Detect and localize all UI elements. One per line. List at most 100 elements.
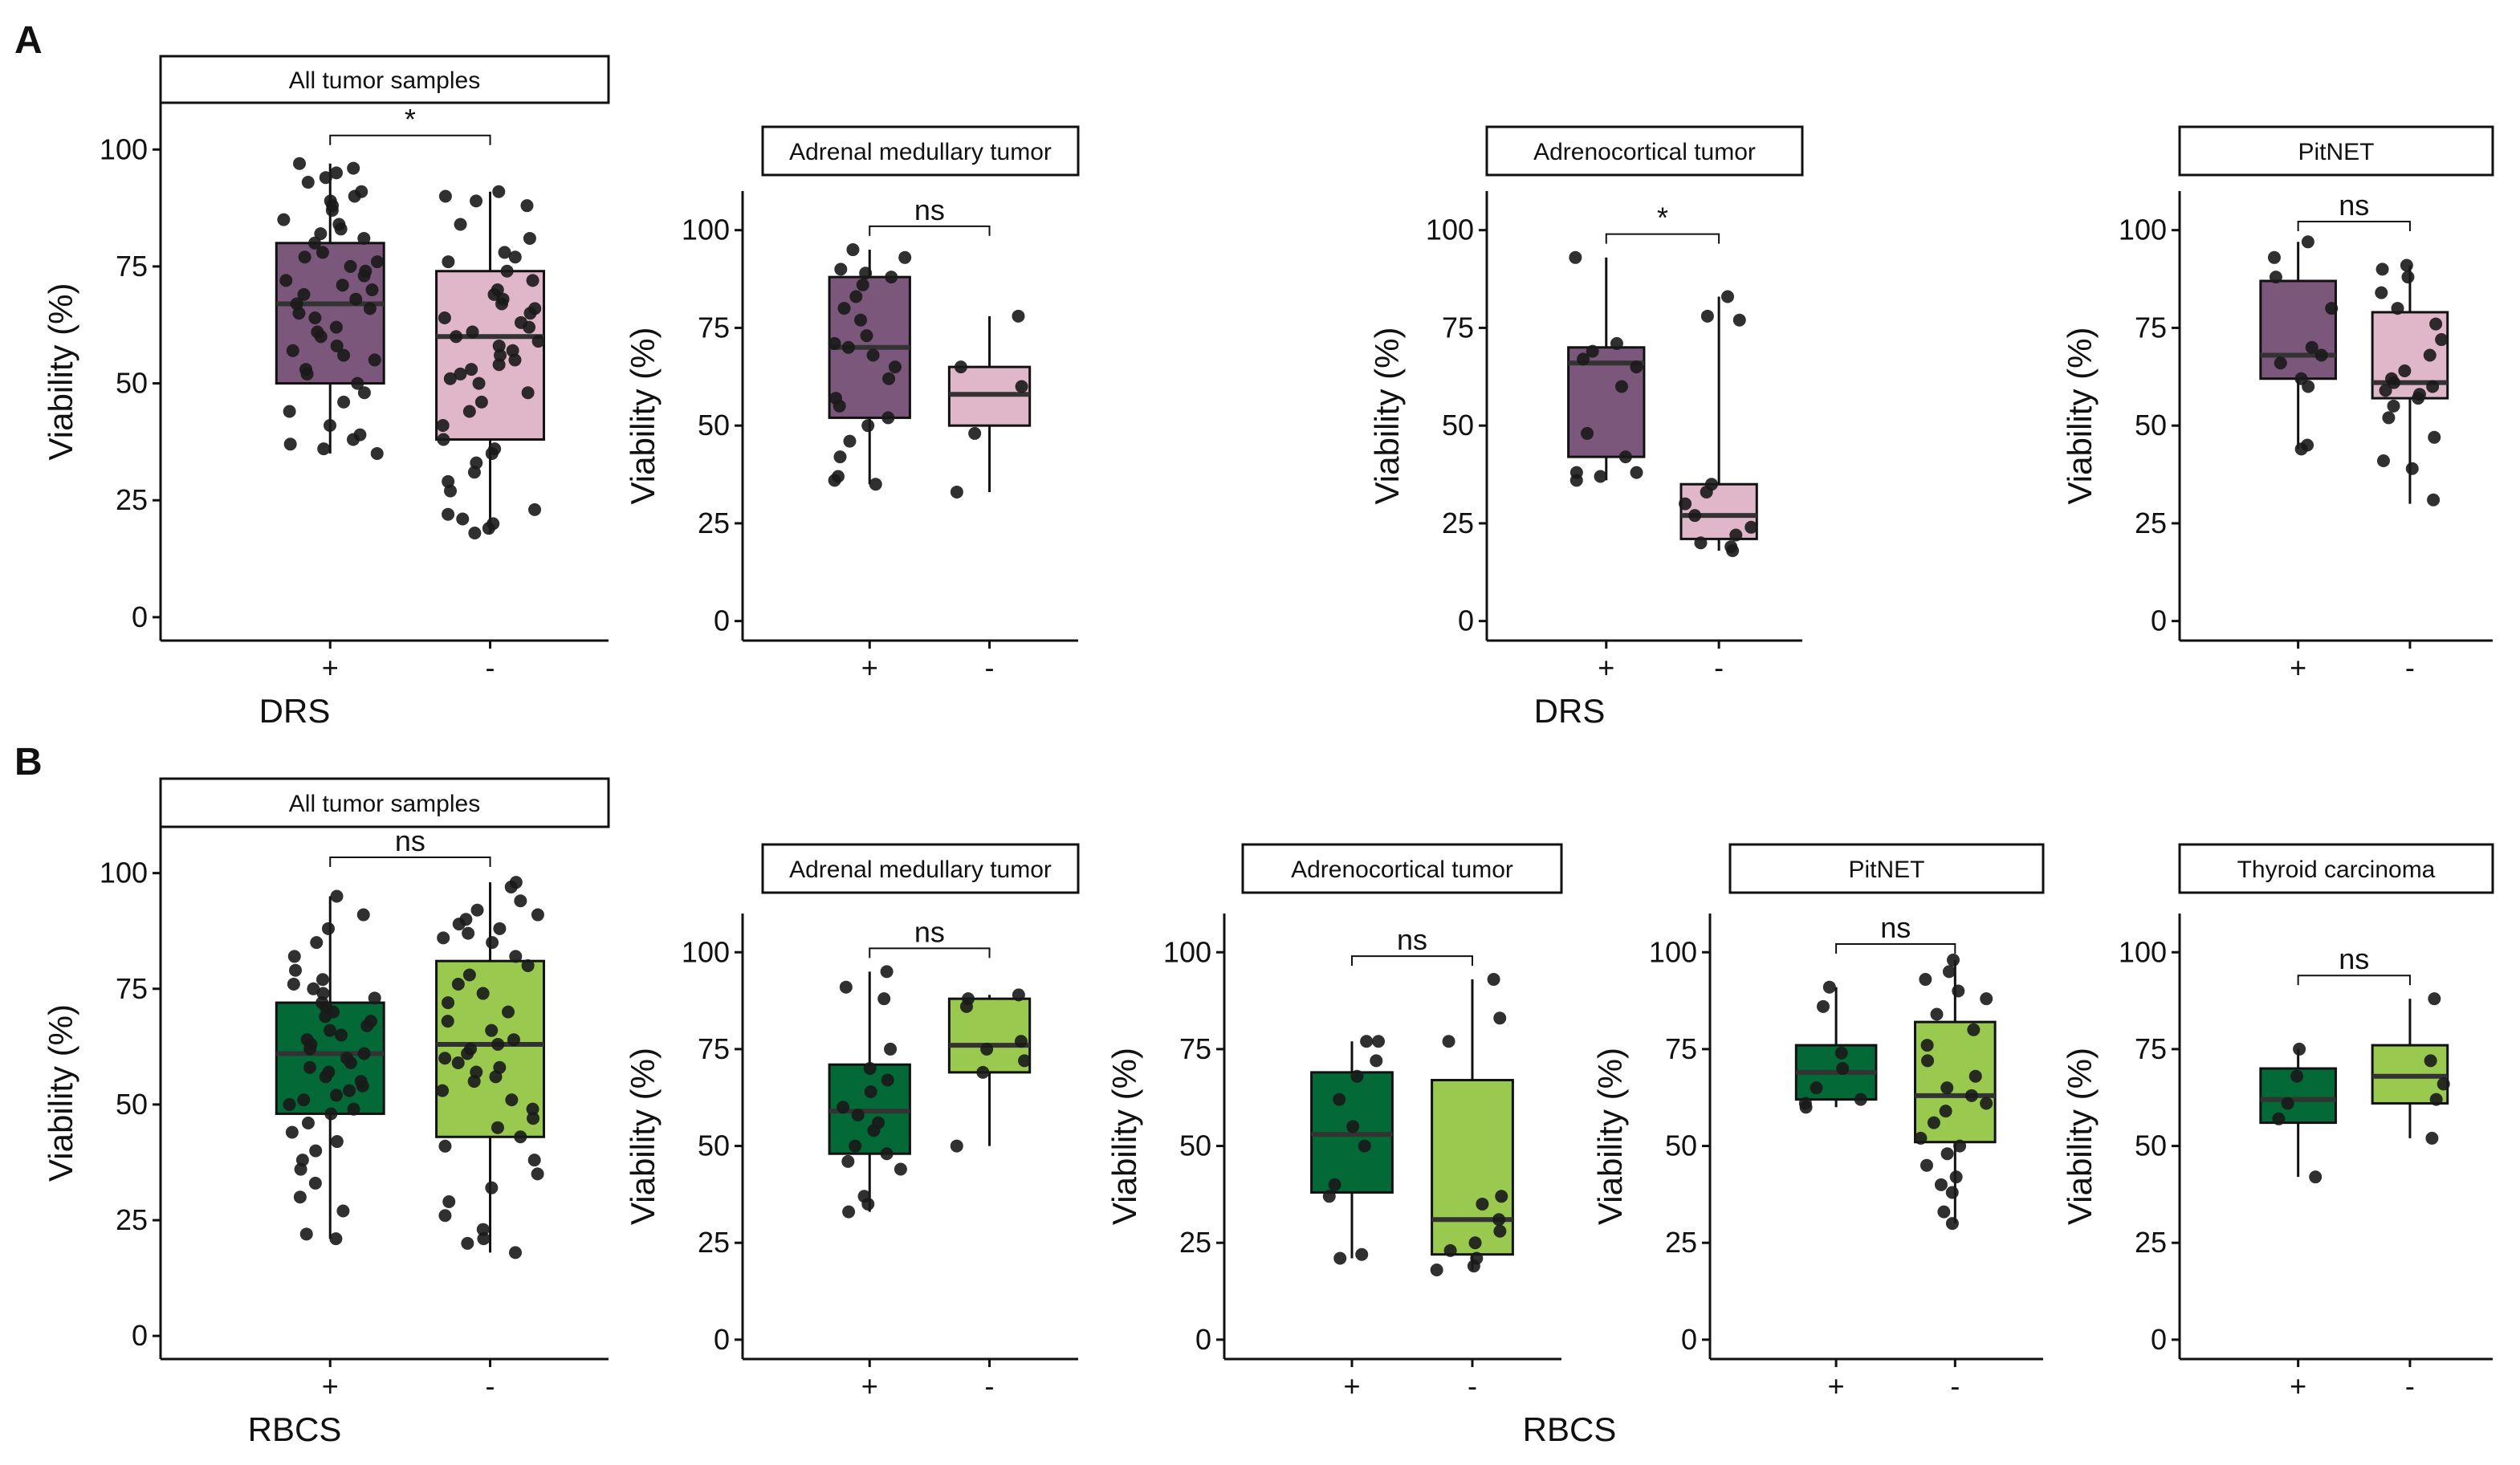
- box-minus: [947, 309, 1032, 499]
- x-axis-title: DRS: [1534, 692, 1606, 730]
- data-point: [277, 213, 291, 226]
- significance-label: ns: [2339, 189, 2369, 222]
- data-point: [360, 1019, 374, 1032]
- data-point: [303, 1042, 317, 1056]
- data-point: [833, 450, 847, 464]
- data-point: [1688, 509, 1702, 523]
- data-point: [346, 433, 360, 446]
- data-point: [1949, 1170, 1963, 1184]
- data-point: [1700, 309, 1714, 323]
- data-point: [1333, 1251, 1347, 1265]
- data-point: [344, 1056, 357, 1070]
- data-point: [1577, 352, 1590, 366]
- data-point: [1836, 1062, 1850, 1076]
- data-point: [1487, 973, 1500, 987]
- data-point: [867, 1124, 881, 1137]
- data-point: [323, 1023, 336, 1037]
- data-point: [2425, 1131, 2439, 1145]
- data-point: [442, 1194, 456, 1208]
- data-point: [442, 255, 455, 269]
- data-point: [466, 325, 479, 339]
- box-iqr: [435, 959, 545, 1138]
- data-point: [1937, 1205, 1951, 1219]
- data-point: [2302, 380, 2315, 393]
- data-point: [523, 307, 537, 320]
- data-point: [301, 1116, 315, 1129]
- data-point: [1614, 380, 1628, 393]
- data-point: [334, 222, 348, 236]
- data-point: [1618, 450, 1632, 464]
- data-point: [1810, 1081, 1823, 1095]
- chart-b2: Adrenal medullary tumor 0 25 50 75 100 Viabili…: [624, 843, 1080, 1402]
- y-tick-label: 75: [116, 250, 148, 283]
- data-point: [2400, 258, 2413, 272]
- data-point: [329, 320, 343, 334]
- data-point: [330, 1135, 344, 1149]
- y-axis-title: Viability (%): [1105, 1048, 1143, 1225]
- data-point: [851, 1108, 865, 1121]
- box-plus: [275, 889, 385, 1246]
- data-point: [485, 1023, 499, 1037]
- y-tick-label: 75: [2135, 1032, 2167, 1065]
- data-point: [1468, 1236, 1482, 1250]
- facet-strip: [761, 843, 1080, 894]
- significance-bracket: [869, 225, 991, 236]
- facet-strip: [1485, 125, 1804, 177]
- data-point: [450, 330, 463, 344]
- data-point: [520, 199, 534, 213]
- data-point: [2382, 411, 2396, 425]
- data-point: [1322, 1190, 1336, 1203]
- data-point: [1328, 1178, 1341, 1191]
- y-tick-label: 25: [1442, 507, 1474, 539]
- data-point: [859, 267, 873, 280]
- data-point: [849, 290, 863, 303]
- y-tick-label: 75: [1442, 311, 1474, 344]
- data-point: [2437, 1077, 2450, 1091]
- significance-label: ns: [1880, 911, 1911, 944]
- data-point: [2375, 286, 2388, 299]
- data-point: [293, 157, 307, 170]
- data-point: [1980, 992, 1993, 1006]
- data-point: [881, 411, 895, 425]
- data-point: [2294, 442, 2308, 456]
- data-point: [1358, 1139, 1371, 1153]
- data-point: [467, 1075, 481, 1089]
- data-point: [1630, 466, 1643, 479]
- data-point: [441, 1015, 454, 1028]
- significance-bracket: [329, 134, 491, 145]
- data-point: [498, 246, 511, 259]
- data-point: [1964, 1089, 1978, 1102]
- y-tick-label: 25: [698, 507, 730, 539]
- box-plus: [2259, 235, 2339, 456]
- data-point: [438, 189, 452, 203]
- data-point: [968, 426, 982, 440]
- data-point: [514, 1130, 527, 1144]
- data-point: [492, 185, 506, 198]
- data-point: [289, 963, 303, 977]
- data-point: [307, 982, 320, 995]
- data-point: [324, 419, 337, 432]
- data-point: [347, 1102, 360, 1116]
- y-tick-label: 50: [1665, 1129, 1697, 1162]
- data-point: [861, 419, 875, 433]
- data-point: [854, 313, 868, 327]
- data-point: [2274, 356, 2287, 370]
- data-point: [309, 1144, 323, 1158]
- data-point: [297, 287, 311, 301]
- box-plus: [1310, 1035, 1394, 1265]
- data-point: [491, 1037, 505, 1051]
- y-tick-label: 25: [1179, 1226, 1211, 1259]
- facet-strip: [159, 55, 610, 104]
- data-point: [834, 262, 848, 276]
- data-point: [523, 320, 536, 334]
- y-tick-label: 100: [1163, 935, 1211, 968]
- x-category-label: -: [1950, 1369, 1960, 1402]
- panel-label-b: B: [14, 741, 43, 783]
- data-point: [283, 405, 296, 418]
- box-plus: [1567, 250, 1646, 487]
- x-category-label: +: [1828, 1369, 1845, 1402]
- data-point: [283, 437, 297, 451]
- y-tick-label: 25: [2135, 507, 2167, 539]
- data-point: [316, 246, 329, 259]
- data-point: [508, 1246, 522, 1259]
